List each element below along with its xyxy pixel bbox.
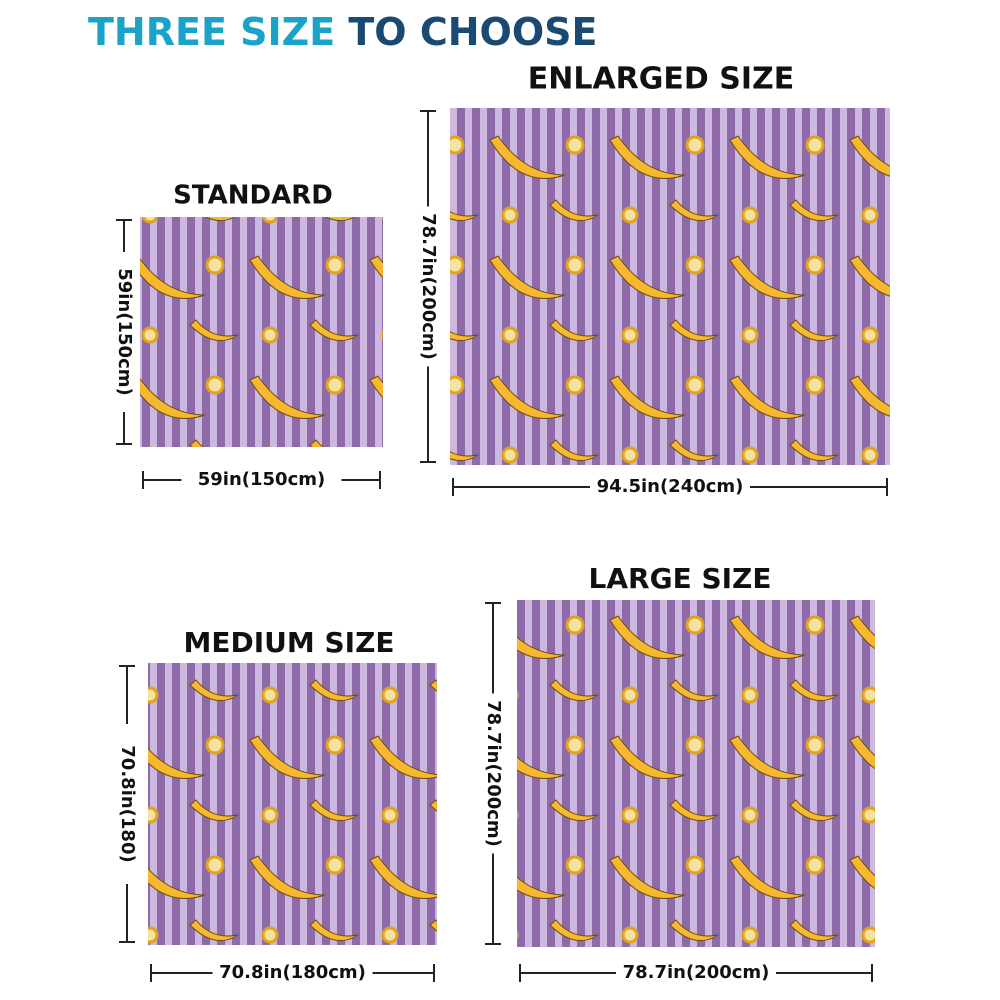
width-label: 70.8in(180cm) — [219, 962, 366, 983]
panel-label: MEDIUM SIZE — [183, 626, 394, 659]
page-title: THREE SIZE TO CHOOSE — [88, 10, 597, 54]
height-label: 59in(150cm) — [114, 268, 135, 396]
height-label: 70.8in(180) — [117, 745, 138, 862]
height-label: 78.7in(200cm) — [483, 700, 504, 847]
height-label: 78.7in(200cm) — [418, 213, 439, 360]
panel-label: LARGE SIZE — [589, 562, 772, 595]
fabric-swatch — [148, 663, 437, 945]
fabric-swatch — [450, 108, 890, 465]
width-label: 94.5in(240cm) — [597, 476, 744, 497]
width-label: 78.7in(200cm) — [623, 962, 770, 983]
fabric-swatch — [140, 217, 383, 447]
fabric-swatch — [517, 600, 875, 947]
width-label: 59in(150cm) — [198, 469, 326, 490]
panel-label: ENLARGED SIZE — [528, 62, 795, 97]
title-part: THREE SIZE — [88, 10, 335, 54]
panel-label: STANDARD — [173, 181, 333, 211]
title-part: TO CHOOSE — [348, 10, 597, 54]
